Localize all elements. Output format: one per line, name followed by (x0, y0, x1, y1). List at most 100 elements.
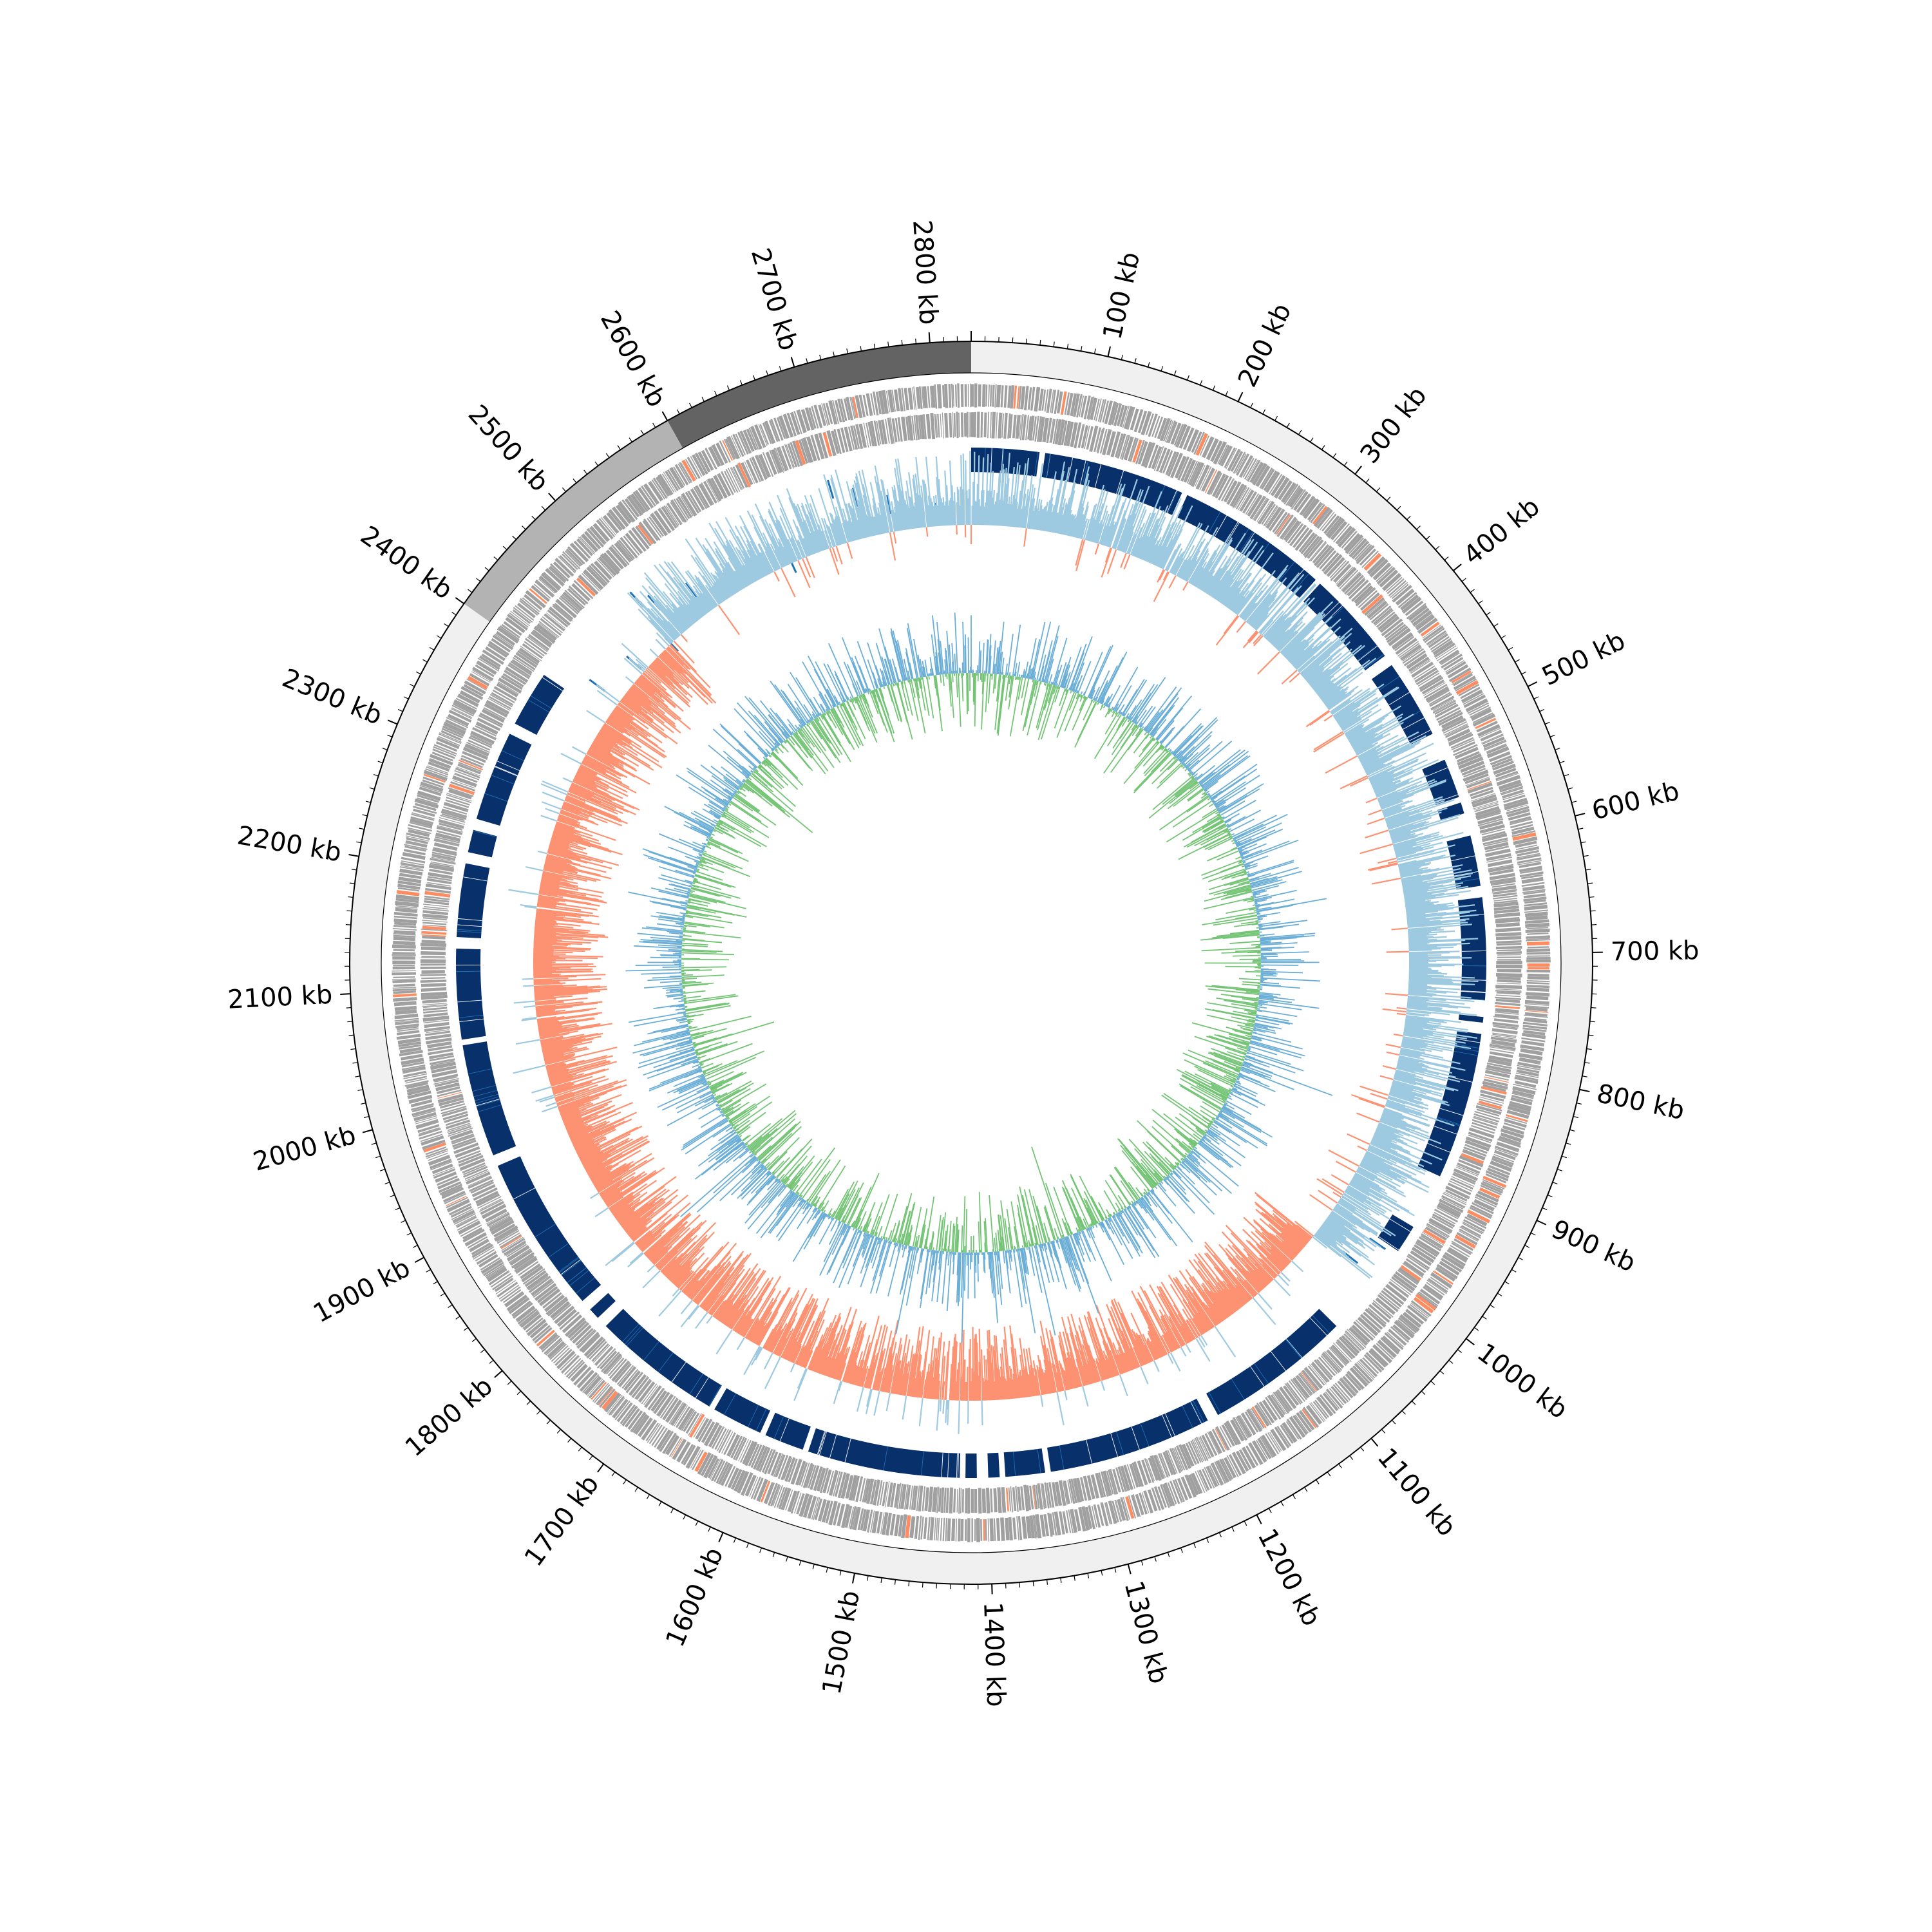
gc-skew-bar (648, 1238, 672, 1260)
gc-skew-bar (848, 1322, 867, 1384)
feature-bar (1507, 1106, 1531, 1115)
feature-bar (1154, 416, 1164, 439)
feature-bar (1236, 453, 1250, 476)
gc-skew-bar (1149, 536, 1162, 564)
homology-block-stripe (542, 677, 563, 692)
feature-bar (770, 1484, 781, 1507)
gc-skew-bar (586, 1138, 648, 1173)
feature-bar (845, 1475, 854, 1499)
feature-bar (440, 1103, 466, 1112)
gc-skew-bar (1395, 1071, 1415, 1078)
gc-skew-bar (1383, 807, 1402, 815)
feature-bar (681, 459, 696, 482)
feature-bar (985, 384, 988, 407)
gc-skew-bar (1108, 502, 1124, 547)
feature-bar (413, 806, 437, 814)
feature-bar (1239, 1415, 1253, 1436)
feature-bar (723, 439, 735, 460)
gc-skew-bar (1385, 811, 1409, 821)
gc-skew-bar (1404, 1024, 1437, 1031)
feature-bar (1524, 1003, 1549, 1006)
feature-bar (1143, 1490, 1153, 1514)
minor-tick (413, 1245, 418, 1248)
gc-skew-bar (1368, 766, 1396, 780)
minor-tick (1066, 343, 1069, 349)
feature-bar (1276, 514, 1291, 535)
feature-bar (428, 761, 450, 772)
feature-bar (1051, 389, 1057, 413)
feature-bar (1348, 579, 1369, 600)
feature-bar (467, 1236, 488, 1249)
gc-skew-bar (1192, 1292, 1217, 1327)
feature-bar (1088, 396, 1095, 421)
feature-bar (905, 1515, 911, 1539)
gc-skew-bar (1247, 577, 1287, 625)
gc-skew-bar (1408, 930, 1455, 935)
gc-skew-bar (1185, 1343, 1191, 1353)
feature-bar (681, 493, 697, 516)
gc-skew-bar (1394, 831, 1464, 852)
feature-bar (1497, 956, 1522, 958)
homology-block-stripe (1208, 1392, 1221, 1414)
gc-skew-bar (721, 1273, 757, 1323)
gc-skew-bar (1351, 1178, 1410, 1212)
gc-skew-bar (1397, 1061, 1423, 1068)
gc-skew-bar (1353, 1175, 1388, 1195)
gc-skew-bar (1218, 1290, 1236, 1313)
feature-bar (1211, 1428, 1226, 1453)
gc-skew-bar (1359, 736, 1405, 761)
feature-bar (1363, 1311, 1383, 1331)
feature-bar (1472, 713, 1496, 727)
feature-bar (1495, 998, 1520, 1003)
feature-bar (778, 415, 790, 439)
feature-bar (1515, 840, 1537, 848)
feature-bar (1057, 419, 1065, 446)
feature-bar (1476, 721, 1498, 733)
gc-skew-bar (1396, 1067, 1446, 1081)
gc-skew-bar (1387, 1096, 1424, 1110)
gc-skew-bar (1343, 1192, 1380, 1217)
feature-bar (1322, 1352, 1341, 1372)
gc-skew-bar (739, 1317, 752, 1336)
gc-skew-bar (1407, 996, 1446, 1001)
gc-skew-bar (990, 1362, 994, 1401)
gc-skew-bar (1405, 902, 1434, 908)
homology-block-stripe (457, 931, 482, 933)
gc-skew-bar (1010, 495, 1015, 527)
minor-tick (390, 1195, 395, 1198)
gc-skew-bar (1002, 484, 1007, 526)
gc-skew-bar (1314, 675, 1334, 692)
feature-bar (670, 1403, 687, 1426)
feature-bar (531, 1278, 553, 1296)
gc-skew-bar (668, 1231, 715, 1280)
gc-skew-bar (1274, 624, 1298, 649)
gc-skew-bar (545, 1046, 618, 1065)
feature-bar (558, 556, 576, 574)
feature-bar (554, 603, 574, 620)
feature-bar (419, 1127, 440, 1135)
feature-bar (645, 1423, 659, 1442)
feature-bar (1426, 1223, 1450, 1238)
gc-skew-bar (1369, 863, 1398, 871)
gc-skew-bar (1367, 817, 1385, 826)
gc-skew-bar (987, 1380, 990, 1401)
gc-skew-bar (1083, 518, 1090, 540)
feature-bar (1215, 1428, 1227, 1451)
feature-bar (785, 1490, 793, 1511)
gc-skew-bar (939, 1341, 945, 1400)
gc-skew-bar (1093, 523, 1101, 543)
feature-bar (985, 1519, 987, 1541)
feature-bar (1090, 1474, 1100, 1499)
gc-skew-bar (1220, 580, 1238, 604)
feature-bar (478, 655, 500, 670)
gc-skew-bar (1359, 843, 1393, 855)
gc-skew-bar (1045, 471, 1057, 532)
feature-bar (573, 580, 594, 600)
feature-bar (1167, 1450, 1178, 1474)
feature-bar (433, 842, 458, 851)
minor-tick (1012, 337, 1014, 343)
feature-bar (439, 817, 465, 825)
feature-bar (1438, 712, 1463, 726)
gc-skew-bar (1396, 1012, 1406, 1016)
feature-bar (1255, 465, 1271, 488)
